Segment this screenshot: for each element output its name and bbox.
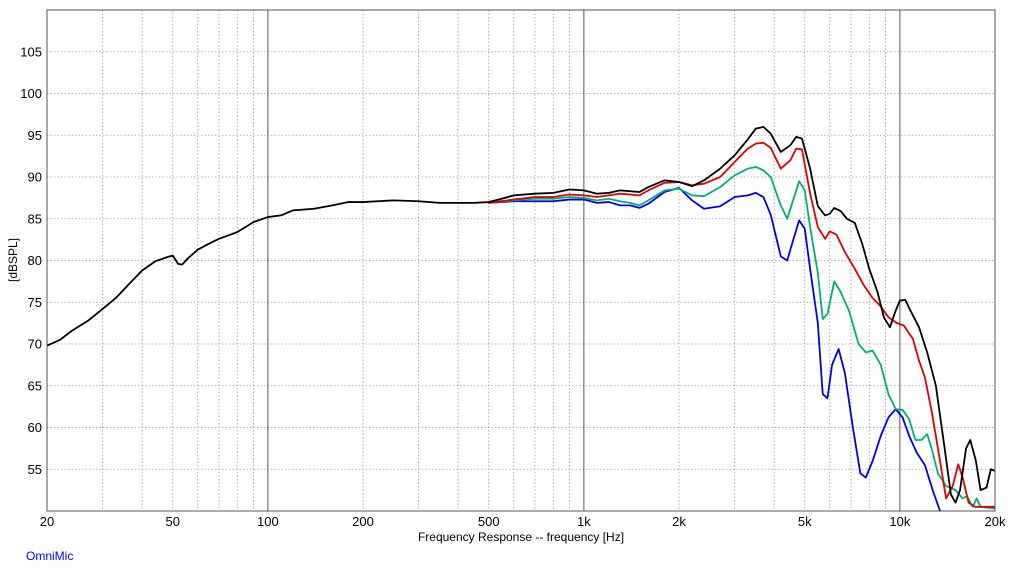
- major-gridlines: [267, 10, 901, 511]
- minor-gridlines: [47, 10, 995, 511]
- x-tick-label: 200: [352, 514, 374, 529]
- x-tick-labels: 20 50 100 200 500 1k 2k 5k 10k 20k: [40, 514, 1006, 529]
- y-tick-label: 95: [28, 128, 42, 143]
- y-tick-label: 90: [28, 170, 42, 185]
- plot-border: [46, 9, 996, 512]
- y-tick-label: 70: [28, 337, 42, 352]
- brand-label: OmniMic: [26, 549, 74, 563]
- y-axis-label: [dBSPL]: [6, 238, 20, 282]
- series-layer: [47, 126, 995, 511]
- x-tick-label: 1k: [577, 514, 591, 529]
- x-tick-label: 500: [478, 514, 500, 529]
- y-tick-label: 60: [28, 420, 42, 435]
- y-tick-label: 85: [28, 211, 42, 226]
- y-tick-label: 105: [20, 44, 42, 59]
- y-tick-label: 55: [28, 462, 42, 477]
- series-line-2: [487, 141, 995, 508]
- y-tick-label: 65: [28, 378, 42, 393]
- series-line-4: [487, 186, 947, 511]
- x-tick-label: 2k: [672, 514, 686, 529]
- x-tick-label: 20k: [985, 514, 1006, 529]
- x-tick-label: 20: [40, 514, 54, 529]
- y-tick-label: 80: [28, 253, 42, 268]
- x-tick-label: 10k: [889, 514, 910, 529]
- x-tick-label: 100: [257, 514, 279, 529]
- y-tick-labels: 55 60 65 70 75 80 85 90 95 100 105: [20, 44, 42, 477]
- x-tick-label: 5k: [798, 514, 812, 529]
- y-tick-label: 100: [20, 86, 42, 101]
- series-line-1: [47, 126, 995, 504]
- series-line-3: [487, 166, 995, 510]
- x-axis-label: Frequency Response -- frequency [Hz]: [418, 530, 624, 544]
- x-tick-label: 50: [166, 514, 180, 529]
- y-tick-label: 75: [28, 295, 42, 310]
